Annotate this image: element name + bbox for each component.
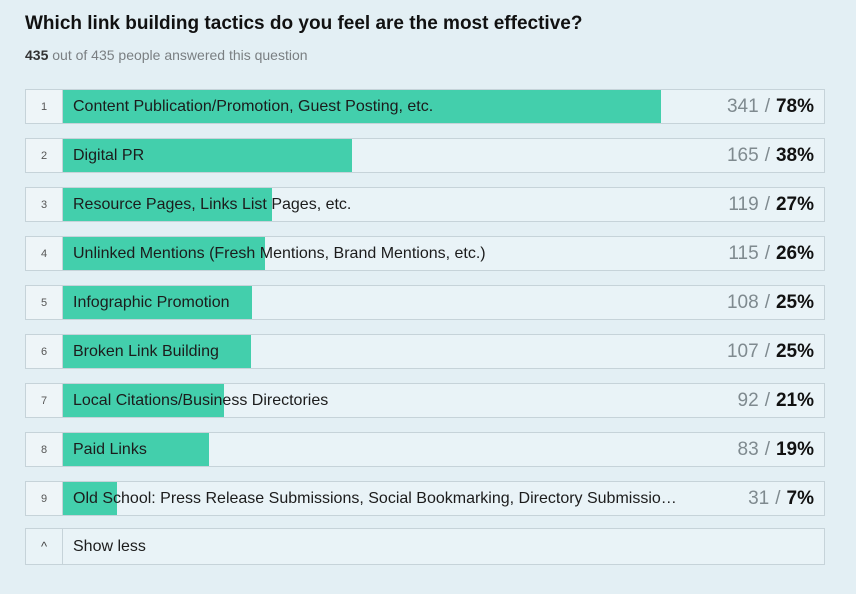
rank-number: 3	[26, 188, 63, 221]
result-rows: 1 Content Publication/Promotion, Guest Po…	[25, 89, 825, 516]
result-row: 7 Local Citations/Business Directories 92/…	[25, 383, 825, 418]
bar-track	[63, 433, 824, 466]
bar-track	[63, 286, 824, 319]
bar	[63, 286, 253, 319]
answer-stats: 119/27%	[728, 188, 814, 221]
bar	[63, 139, 353, 172]
response-count: 119	[728, 193, 759, 215]
separator: /	[775, 487, 781, 509]
results-list: 1 Content Publication/Promotion, Guest Po…	[25, 89, 825, 565]
bar	[63, 384, 225, 417]
rank-number: 5	[26, 286, 63, 319]
answer-stats: 341/78%	[727, 90, 814, 123]
bar-track	[63, 384, 824, 417]
bar	[63, 188, 272, 221]
result-row: 3 Resource Pages, Links List Pages, etc. 1…	[25, 187, 825, 222]
answered-text: out of 435 people answered this question	[48, 47, 308, 63]
separator: /	[764, 340, 770, 362]
rank-number: 4	[26, 237, 63, 270]
bar-track	[63, 188, 824, 221]
response-count: 108	[726, 291, 759, 313]
bar-track	[63, 139, 824, 172]
response-percent: 25%	[775, 340, 814, 362]
answer-label: Old School: Press Release Submissions, S…	[73, 489, 677, 507]
rank-number: 2	[26, 139, 63, 172]
show-less-button[interactable]: ^ Show less	[25, 528, 825, 565]
answer-label: Local Citations/Business Directories	[73, 391, 329, 409]
response-count: 115	[728, 242, 759, 264]
answer-stats: 92/21%	[738, 384, 814, 417]
bar	[63, 335, 251, 368]
separator: /	[764, 438, 770, 460]
result-row: 8 Paid Links 83/19%	[25, 432, 825, 467]
chevron-up-icon: ^	[26, 529, 63, 564]
response-percent: 78%	[775, 95, 814, 117]
separator: /	[764, 144, 770, 166]
result-row: 5 Infographic Promotion 108/25%	[25, 285, 825, 320]
separator: /	[764, 389, 770, 411]
answered-summary: 435 out of 435 people answered this ques…	[25, 47, 308, 63]
response-percent: 26%	[775, 242, 814, 264]
response-count: 341	[726, 95, 759, 117]
rank-number: 7	[26, 384, 63, 417]
result-row: 9 Old School: Press Release Submissions, …	[25, 481, 825, 516]
separator: /	[764, 95, 770, 117]
bar	[63, 433, 209, 466]
separator: /	[764, 242, 770, 264]
result-row: 6 Broken Link Building 107/25%	[25, 334, 825, 369]
answered-count: 435	[25, 47, 49, 63]
show-less-label: Show less	[73, 537, 146, 555]
rank-number: 9	[26, 482, 63, 515]
question-title: Which link building tactics do you feel …	[25, 13, 583, 34]
answer-stats: 107/25%	[727, 335, 814, 368]
response-percent: 7%	[786, 487, 814, 509]
answer-label: Paid Links	[73, 440, 147, 458]
bar	[63, 237, 265, 270]
result-row: 1 Content Publication/Promotion, Guest Po…	[25, 89, 825, 124]
answer-stats: 165/38%	[727, 139, 814, 172]
answer-label: Content Publication/Promotion, Guest Pos…	[73, 97, 434, 115]
answer-stats: 108/25%	[727, 286, 814, 319]
response-percent: 38%	[775, 144, 814, 166]
rank-number: 8	[26, 433, 63, 466]
bar-track	[63, 335, 824, 368]
separator: /	[764, 291, 770, 313]
answer-label: Resource Pages, Links List Pages, etc.	[73, 195, 352, 213]
answer-stats: 83/19%	[738, 433, 814, 466]
response-count: 31	[748, 487, 770, 509]
rank-number: 1	[26, 90, 63, 123]
answer-stats: 115/26%	[728, 237, 814, 270]
bar-track	[63, 482, 824, 515]
result-row: 4 Unlinked Mentions (Fresh Mentions, Bran…	[25, 236, 825, 271]
answer-label: Unlinked Mentions (Fresh Mentions, Brand…	[73, 244, 486, 262]
separator: /	[764, 193, 770, 215]
response-count: 107	[726, 340, 759, 362]
response-percent: 25%	[775, 291, 814, 313]
response-count: 92	[737, 389, 759, 411]
answer-label: Broken Link Building	[73, 342, 219, 360]
answer-label: Digital PR	[73, 146, 145, 164]
response-count: 83	[737, 438, 759, 460]
bar	[63, 482, 118, 515]
response-percent: 19%	[775, 438, 814, 460]
response-count: 165	[726, 144, 759, 166]
bar-track	[63, 90, 824, 123]
response-percent: 21%	[775, 389, 814, 411]
answer-label: Infographic Promotion	[73, 293, 230, 311]
result-row: 2 Digital PR 165/38%	[25, 138, 825, 173]
response-percent: 27%	[775, 193, 814, 215]
answer-stats: 31/7%	[748, 482, 814, 515]
bar	[63, 90, 662, 123]
bar-track	[63, 237, 824, 270]
rank-number: 6	[26, 335, 63, 368]
